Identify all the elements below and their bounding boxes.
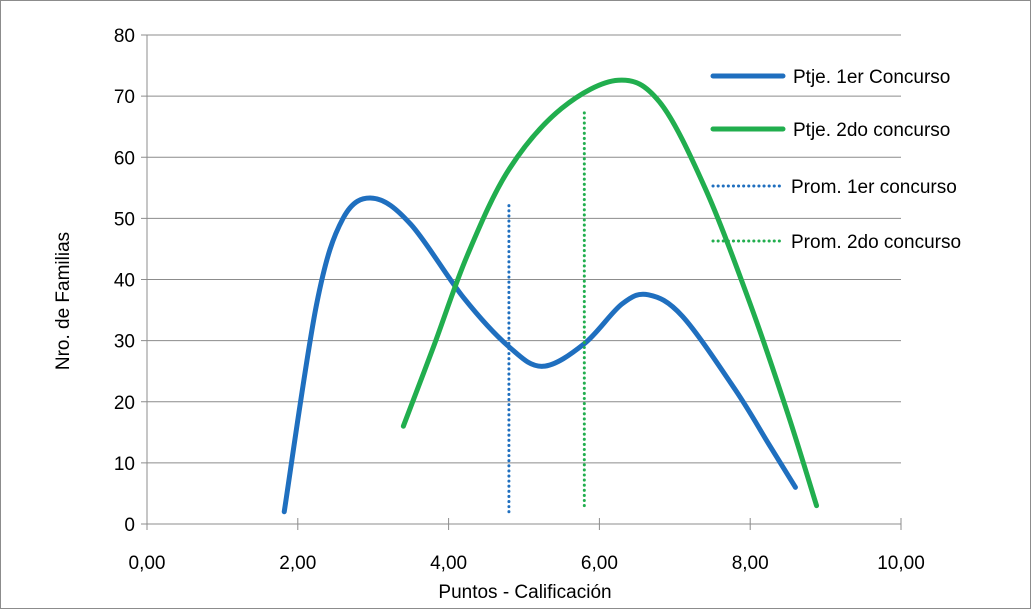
x-axis-title: Puntos - Calificación — [438, 582, 611, 603]
y-tick-label: 0 — [124, 515, 135, 536]
series-layer — [281, 77, 820, 515]
y-tick-label: 30 — [114, 332, 135, 353]
y-tick-label: 10 — [114, 454, 135, 475]
y-tick-label: 70 — [114, 87, 135, 108]
x-tick-label: 6,00 — [581, 553, 618, 574]
y-axis-title: Nro. de Familias — [53, 232, 74, 370]
axis-layer: 0 10 20 30 40 50 60 70 80 0,00 2,00 4,00 6,00 8,00 10,… — [114, 26, 925, 574]
series-2-line — [400, 77, 820, 509]
legend-label: Prom. 1er concurso — [791, 177, 957, 198]
grid-layer — [147, 34, 901, 464]
x-tick-label: 4,00 — [430, 553, 467, 574]
y-tick-label: 80 — [114, 26, 135, 47]
y-tick-label: 50 — [114, 209, 135, 230]
series-1-line — [281, 195, 798, 515]
legend-label: Ptje. 1er Concurso — [793, 67, 950, 88]
legend-label: Prom. 2do concurso — [791, 232, 961, 253]
legend-label: Ptje. 2do concurso — [793, 120, 950, 141]
y-tick-label: 60 — [114, 148, 135, 169]
legend-layer: Ptje. 1er Concurso Ptje. 2do concurso Prom… — [710, 67, 961, 253]
x-tick-label: 2,00 — [279, 553, 316, 574]
y-tick-label: 20 — [114, 393, 135, 414]
x-tick-label: 10,00 — [877, 553, 925, 574]
x-tick-label: 8,00 — [732, 553, 769, 574]
x-tick-label: 0,00 — [129, 553, 166, 574]
y-tick-label: 40 — [114, 271, 135, 292]
